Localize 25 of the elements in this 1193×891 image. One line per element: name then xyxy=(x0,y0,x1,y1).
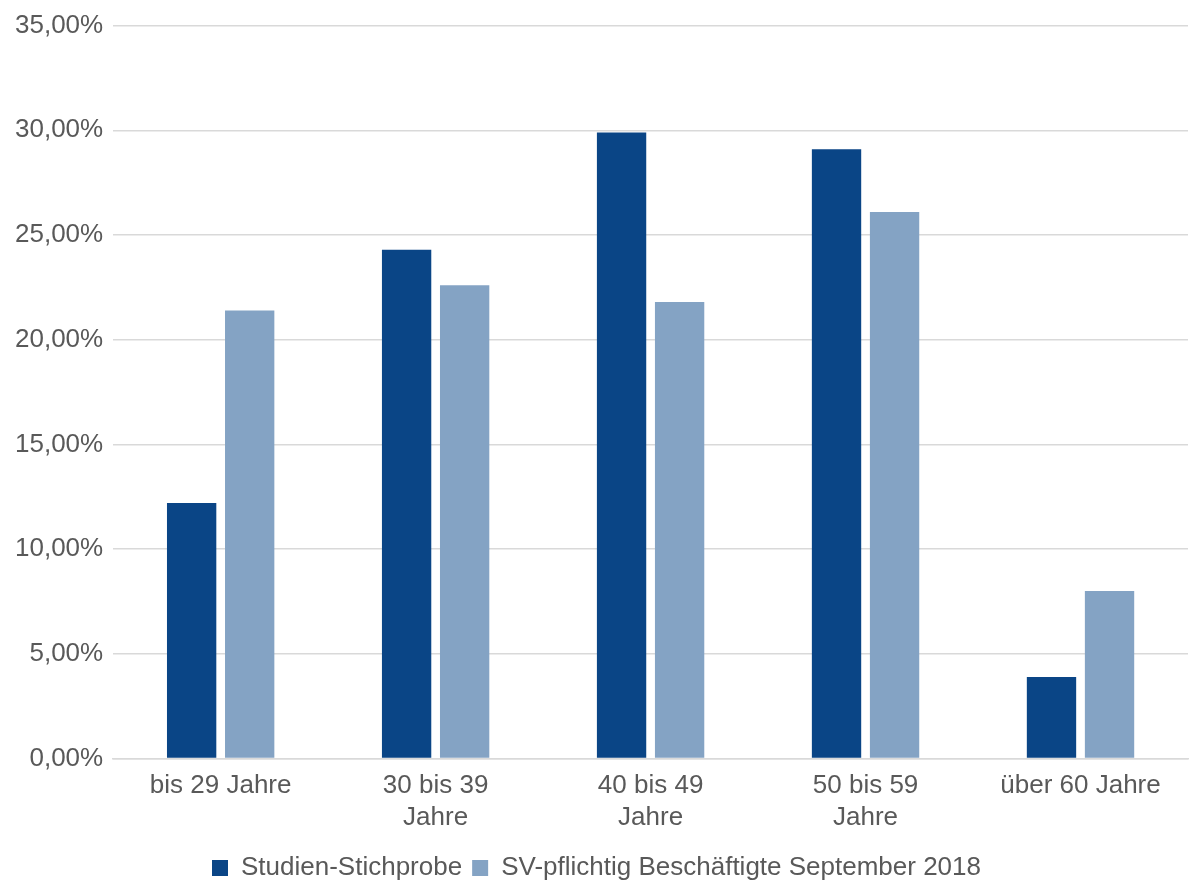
bar xyxy=(439,285,490,758)
y-tick-label: 5,00% xyxy=(29,637,104,668)
bar xyxy=(225,310,275,758)
legend-label: SV-pflichtig Beschäftigte September 2018 xyxy=(501,851,982,882)
bar xyxy=(381,249,432,758)
x-tick-label: über 60 Jahre xyxy=(1000,769,1161,800)
bar xyxy=(1026,676,1077,758)
bar xyxy=(1084,591,1135,758)
bar xyxy=(869,211,920,758)
y-tick-label: 0,00% xyxy=(29,741,104,772)
bar xyxy=(166,503,217,758)
bar xyxy=(596,132,647,758)
x-tick-label: bis 29 Jahre xyxy=(149,769,292,800)
y-tick-label: 20,00% xyxy=(14,322,104,353)
bar xyxy=(654,302,705,758)
bar xyxy=(811,149,862,758)
legend-label: Studien-Stichprobe xyxy=(241,851,463,882)
y-tick-label: 35,00% xyxy=(14,8,104,39)
y-tick-label: 30,00% xyxy=(14,113,104,144)
y-tick-label: 10,00% xyxy=(14,532,104,563)
y-tick-label: 25,00% xyxy=(14,218,104,249)
x-tick-label: 50 bis 59 Jahre xyxy=(812,769,919,831)
x-tick-label: 30 bis 39 Jahre xyxy=(382,769,489,831)
x-tick-label: 40 bis 49 Jahre xyxy=(597,769,704,831)
y-tick-label: 15,00% xyxy=(14,427,104,458)
